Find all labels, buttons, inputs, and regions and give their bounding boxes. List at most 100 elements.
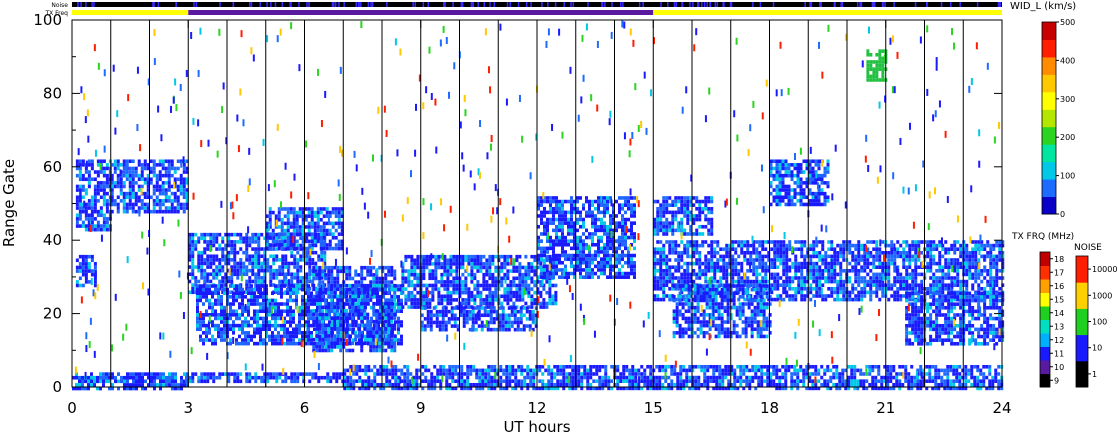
echo-cell (548, 254, 552, 259)
echo-cell (630, 242, 633, 247)
echo-cell (540, 257, 543, 261)
echo-cell (173, 181, 177, 185)
echo-cell (494, 287, 498, 291)
echo-cell (401, 272, 405, 277)
echo-cell (470, 290, 474, 295)
echo-cell (546, 221, 549, 225)
echo-cell (528, 313, 532, 318)
echo-cell (305, 272, 309, 277)
echo-cell (340, 232, 344, 236)
echo-cell (800, 261, 804, 266)
echo-cell (75, 195, 79, 200)
echo-cell (351, 276, 355, 281)
echo-cell (794, 290, 798, 295)
echo-cell (555, 242, 558, 247)
echo-cell (413, 305, 417, 309)
echo-cell (211, 295, 214, 299)
echo-cell (194, 286, 198, 291)
echo-cell (268, 210, 272, 215)
echo-cell (573, 206, 576, 211)
echo-cell (444, 309, 448, 314)
echo-cell (695, 272, 699, 277)
echo-cell (351, 330, 355, 335)
echo-cell (594, 221, 597, 225)
echo-cell (554, 290, 558, 295)
echo-cell (740, 261, 744, 266)
echo-cell (260, 279, 264, 284)
noise-fleck (266, 2, 268, 7)
echo-cell (197, 250, 201, 255)
echo-cell (393, 323, 397, 328)
echo-cell (330, 280, 334, 284)
echo-cell (330, 265, 334, 270)
echo-cell (340, 225, 344, 229)
echo-cell (286, 302, 289, 306)
echo-cell (533, 298, 537, 302)
echo-cell (450, 324, 454, 328)
echo-cell (437, 301, 441, 306)
echo-cell (470, 294, 474, 299)
echo-cell (821, 261, 825, 266)
echo-cell (615, 271, 618, 276)
echo-cell (551, 294, 555, 299)
echo-cell (659, 297, 663, 302)
echo-cell (372, 287, 376, 292)
echo-cell (96, 163, 100, 167)
echo-cell (328, 246, 332, 251)
echo-cell (283, 323, 286, 328)
echo-cell (782, 283, 786, 287)
echo-cell (443, 254, 447, 259)
echo-cell (363, 323, 367, 328)
echo-cell (206, 258, 210, 262)
echo-cell (680, 199, 684, 204)
echo-cell (689, 232, 693, 236)
echo-cell (296, 243, 300, 248)
echo-cell (90, 227, 94, 232)
echo-cell (443, 283, 447, 288)
echo-cell (224, 276, 228, 280)
echo-cell (305, 250, 309, 255)
echo-cell (465, 320, 469, 325)
echo-cell (665, 206, 669, 211)
echo-cell (630, 214, 633, 218)
echo-cell (259, 338, 262, 342)
echo-cell (689, 240, 693, 244)
echo-cell (758, 258, 762, 262)
echo-cell (369, 323, 373, 328)
echo-cell (603, 253, 606, 258)
echo-cell (84, 206, 88, 210)
echo-cell (194, 276, 198, 280)
echo-cell (509, 298, 513, 302)
echo-cell (516, 327, 520, 332)
echo-cell (336, 280, 340, 284)
echo-cell (504, 320, 508, 325)
echo-cell (235, 313, 238, 317)
echo-cell (555, 228, 558, 233)
echo-cell (413, 262, 417, 266)
echo-cell (354, 312, 358, 317)
echo-cell (224, 272, 228, 277)
echo-cell (214, 316, 217, 321)
echo-cell (316, 341, 319, 346)
echo-cell (328, 214, 332, 218)
echo-cell (387, 327, 391, 331)
echo-cell (779, 251, 783, 255)
noise-fleck (360, 2, 362, 7)
echo-cell (209, 236, 213, 241)
echo-cell (749, 258, 753, 262)
echo-cell (122, 195, 126, 200)
echo-cell (497, 294, 501, 299)
echo-cell (404, 287, 408, 291)
echo-cell (289, 221, 293, 226)
echo-cell (743, 240, 747, 244)
echo-cell (621, 203, 624, 207)
echo-cell (349, 327, 352, 332)
echo-cell (292, 232, 296, 236)
echo-cell (318, 319, 322, 324)
echo-cell (422, 254, 426, 259)
echo-cell (558, 217, 561, 222)
echo-cell (665, 265, 669, 269)
echo-cell (161, 181, 165, 185)
echo-cell (230, 268, 234, 273)
echo-cell (809, 265, 813, 269)
